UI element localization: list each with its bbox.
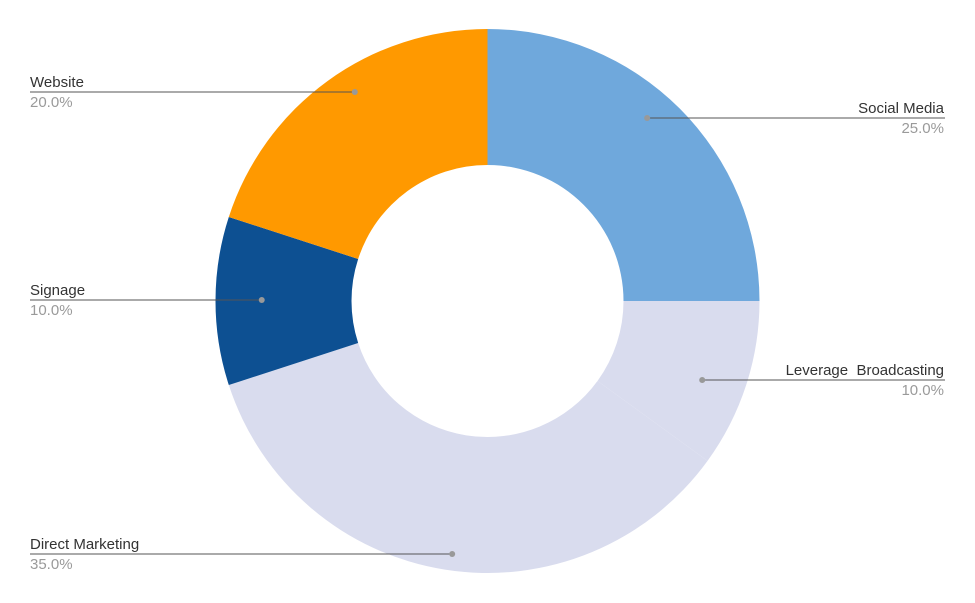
slice-percent-social-media: 25.0%	[901, 120, 944, 137]
slice-label-social-media: Social Media	[858, 100, 945, 117]
leader-dot-leverage-broadcasting	[699, 377, 706, 383]
donut-slices	[215, 29, 760, 573]
slice-percent-leverage-broadcasting: 10.0%	[901, 382, 944, 399]
slice-direct-marketing[interactable]	[228, 343, 708, 573]
slice-label-direct-marketing: Direct Marketing	[30, 536, 139, 553]
slice-percent-direct-marketing: 35.0%	[30, 556, 73, 573]
slice-label-signage: Signage	[30, 282, 85, 299]
slice-percent-signage: 10.0%	[30, 302, 73, 319]
slice-signage[interactable]	[215, 216, 359, 386]
slice-labels: Social Media 25.0% Leverage Broadcasting 10…	[30, 74, 945, 573]
leader-dot-social-media	[644, 115, 651, 121]
slice-social-media[interactable]	[487, 29, 760, 301]
slice-label-website: Website	[30, 74, 84, 91]
leader-dot-direct-marketing	[449, 551, 456, 557]
slice-leverage-broadcasting[interactable]	[597, 301, 760, 461]
leader-dot-signage	[258, 297, 265, 303]
slice-label-leverage-broadcasting: Leverage Broadcasting	[786, 362, 944, 379]
leader-dot-website	[351, 89, 358, 95]
slice-percent-website: 20.0%	[30, 94, 73, 111]
slice-website[interactable]	[228, 29, 488, 259]
